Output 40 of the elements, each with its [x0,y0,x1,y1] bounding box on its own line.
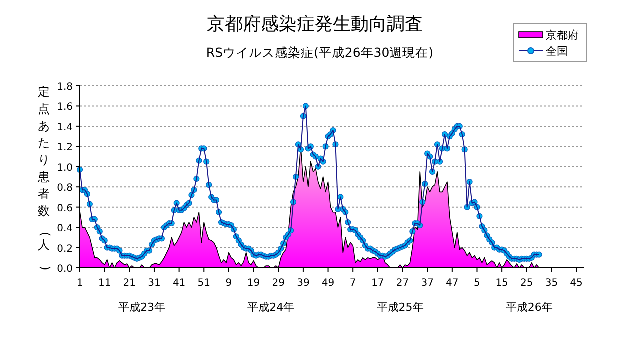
x-tick-label: 19 [247,278,260,289]
legend-label: 全国 [546,45,568,58]
x-tick-label: 25 [520,278,534,289]
x-tick-label: 21 [123,278,136,289]
x-tick-label: 41 [172,278,186,289]
text: 平成23年 [118,301,166,314]
x-tick-label: 29 [272,278,285,289]
x-tick-label: 1 [76,278,84,289]
x-tick-label: 11 [98,278,112,289]
x-tick-label: 31 [148,278,161,289]
x-tick-label: 37 [421,278,434,289]
y-tick-label: 1.8 [57,82,73,93]
x-tick-label: 5 [474,278,480,289]
x-tick-label: 35 [545,278,558,289]
chart-subtitle: RSウイルス感染症(平成26年30週現在) [206,45,434,60]
y-tick-label: 1.4 [57,122,73,134]
y-tick-label: 1.6 [57,102,73,114]
text: 平成25年 [376,301,424,314]
y-tick-label: 0.4 [57,224,73,235]
x-tick-label: 47 [446,278,459,289]
x-tick-label: 7 [350,278,356,289]
x-tick-label: 17 [372,278,384,289]
text: 定点あたり患者数(人) [38,85,53,271]
y-tick-label: 1.0 [57,162,73,174]
y-tick-label: 0.2 [57,244,73,255]
x-tick-label: 9 [226,278,232,289]
x-tick-label: 15 [496,278,508,289]
y-tick-label: 0.0 [57,264,73,275]
x-tick-label: 39 [297,278,310,289]
y-tick-label: 0.8 [57,183,73,194]
y-tick-label: 0.6 [57,203,73,214]
text: 平成24年 [248,301,295,314]
y-tick-label: 1.2 [57,142,73,154]
text: 平成26年 [506,301,553,314]
legend-label: 京都府 [546,29,579,42]
chart-title: 京都府感染症発生動向調査 [207,14,423,35]
x-tick-label: 49 [322,278,335,289]
x-tick-label: 27 [396,278,410,289]
x-tick-label: 51 [198,278,211,289]
x-tick-label: 45 [570,278,583,289]
